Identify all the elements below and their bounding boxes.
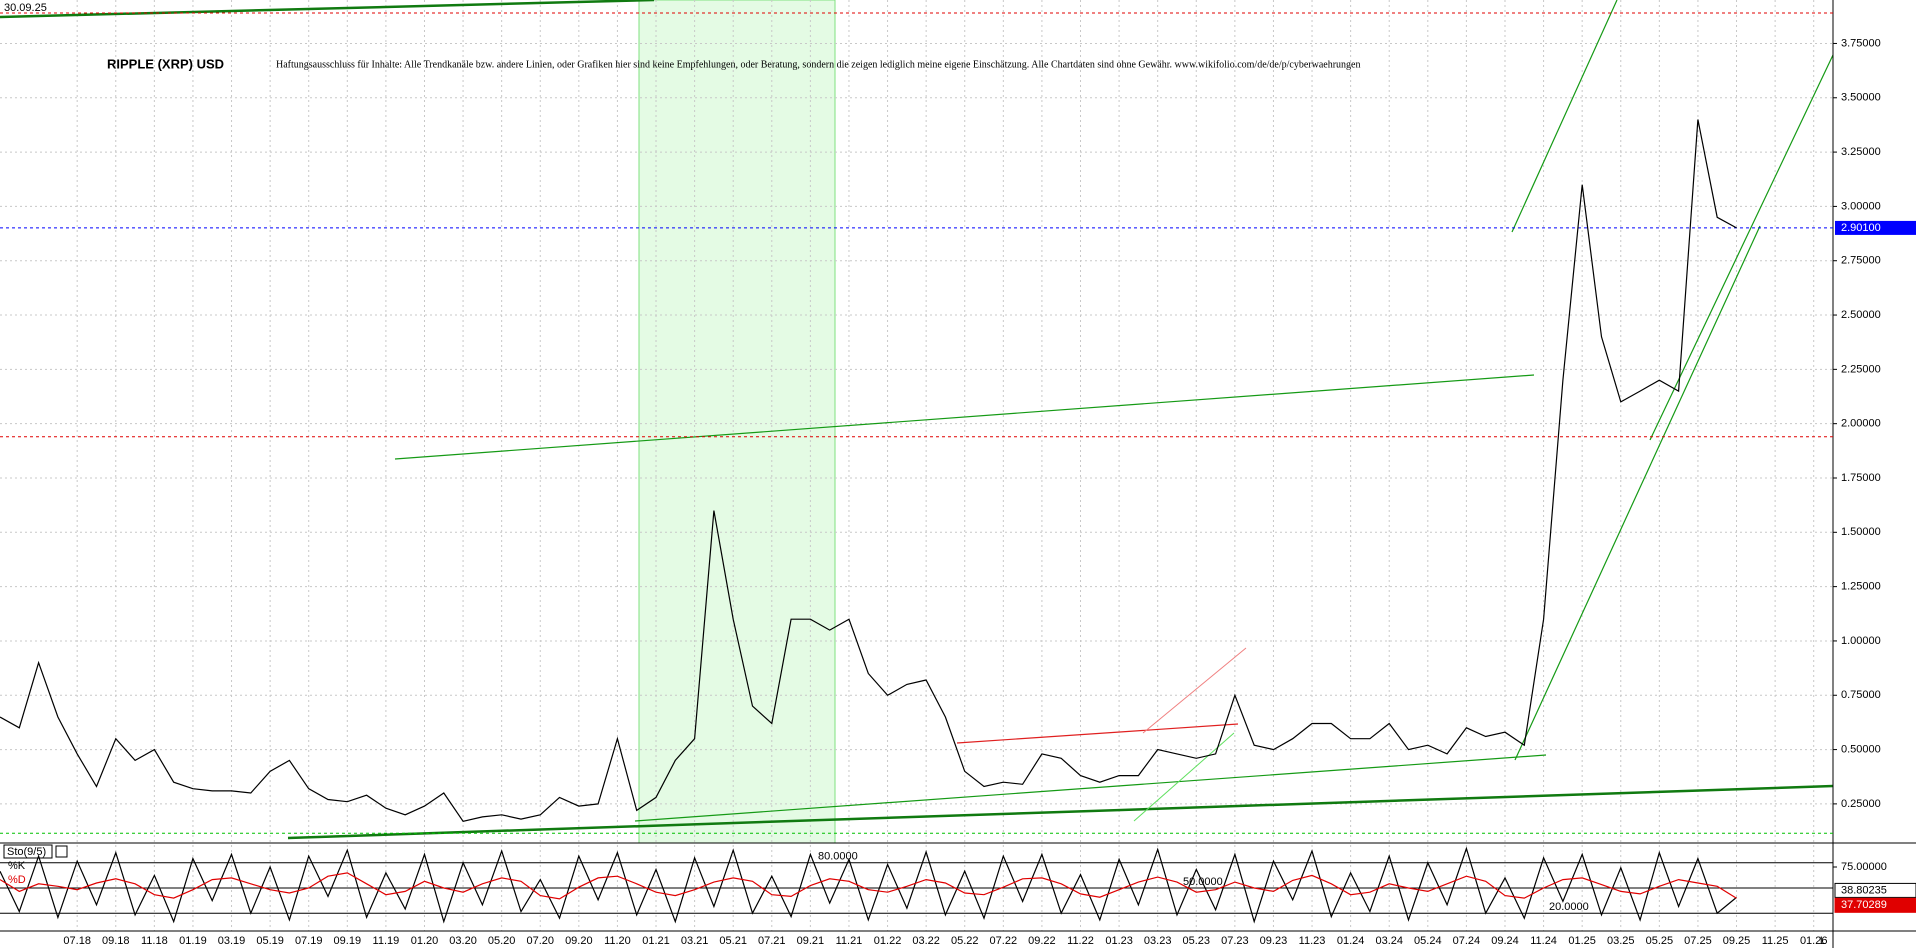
x-tick-label: 03.23	[1144, 935, 1172, 947]
x-tick-label: 11.24	[1530, 935, 1557, 947]
x-tick-label: 09.24	[1491, 935, 1519, 947]
expand-button[interactable]	[55, 845, 68, 858]
series-line	[0, 872, 1737, 900]
x-tick-label: 07.18	[63, 935, 91, 947]
last-value-label: 38.80235	[1841, 884, 1887, 896]
last-value-box	[1834, 897, 1916, 913]
y-tick-label: 2.75000	[1841, 255, 1881, 267]
x-tick-label: 11.20	[604, 935, 631, 947]
x-tick-label: 03.21	[681, 935, 709, 947]
x-tick-label: 03.25	[1607, 935, 1635, 947]
y-tick-label: 1.25000	[1841, 581, 1881, 593]
x-tick-label: 05.24	[1414, 935, 1442, 947]
trendline	[0, 0, 655, 19]
trendline	[956, 723, 1239, 744]
y-tick-label: 3.25000	[1841, 146, 1881, 158]
trendline	[1511, 0, 1618, 233]
x-tick-label: 03.24	[1375, 935, 1403, 947]
y-tick-label: 0.50000	[1841, 743, 1881, 755]
x-tick-label: 09.22	[1028, 935, 1056, 947]
x-tick-label: 09.25	[1723, 935, 1751, 947]
x-tick-label: 01.26	[1800, 935, 1828, 947]
legend-k: %K	[8, 860, 26, 872]
y-tick-label: 3.50000	[1841, 92, 1881, 104]
disclaimer: Haftungsausschluss für Inhalte: Alle Tre…	[276, 59, 1361, 70]
x-tick-label: 05.20	[488, 935, 516, 947]
x-tick-label: 09.23	[1260, 935, 1288, 947]
trendline	[634, 754, 1547, 822]
x-tick-label: 09.18	[102, 935, 130, 947]
chart-title: RIPPLE (XRP) USD	[107, 56, 224, 71]
x-tick-label: 01.23	[1105, 935, 1133, 947]
y-tick-label: 0.75000	[1841, 689, 1881, 701]
y-tick-label: 3.00000	[1841, 200, 1881, 212]
trendline	[1142, 647, 1247, 734]
x-tick-label: 05.22	[951, 935, 979, 947]
x-tick-label: 07.20	[526, 935, 554, 947]
x-tick-label: 07.23	[1221, 935, 1249, 947]
y-tick-label: 2.25000	[1841, 363, 1881, 375]
x-tick-label: 05.21	[719, 935, 747, 947]
price-box	[1835, 220, 1916, 235]
indicator-box	[3, 844, 53, 859]
level-label: 80.0000	[818, 851, 858, 863]
y-tick-label: 75.00000	[1841, 861, 1887, 873]
x-tick-label: 11.22	[1067, 935, 1094, 947]
x-tick-label: 03.19	[218, 935, 246, 947]
trendline	[1514, 225, 1761, 761]
x-tick-label: 01.24	[1337, 935, 1365, 947]
last-value-label: 37.70289	[1841, 899, 1887, 911]
x-tick-label: 01.19	[179, 935, 207, 947]
x-tick-label: 03.20	[449, 935, 477, 947]
y-tick-label: 1.00000	[1841, 635, 1881, 647]
indicator-title: Sto(9/5)	[7, 846, 46, 858]
x-tick-label: 09.19	[334, 935, 362, 947]
x-tick-label: 07.24	[1453, 935, 1481, 947]
x-tick-label: 01.25	[1568, 935, 1596, 947]
y-tick-label: 3.75000	[1841, 37, 1881, 49]
x-tick-label: 07.21	[758, 935, 786, 947]
trendlines	[0, 0, 1834, 840]
trendline	[1649, 54, 1834, 441]
x-tick-label: 01.22	[874, 935, 902, 947]
legend-d: %D	[8, 874, 26, 886]
series-line	[0, 119, 1737, 822]
level-label: 20.0000	[1549, 901, 1589, 913]
x-tick-label: 05.23	[1183, 935, 1211, 947]
x-tick-label: 03.22	[912, 935, 940, 947]
x-tick-label: 05.19	[256, 935, 284, 947]
x-tick-label: 09.20	[565, 935, 593, 947]
x-tick-label: 05.25	[1646, 935, 1674, 947]
x-tick-label: 11.19	[373, 935, 400, 947]
x-tick-label: 01.21	[642, 935, 670, 947]
grid	[0, 0, 1833, 931]
x-tick-label: 11.25	[1762, 935, 1789, 947]
date-label: 30.09.25	[4, 2, 47, 14]
series-line	[0, 846, 1737, 924]
x-tick-label: 11.23	[1299, 935, 1326, 947]
x-tick-label: 07.25	[1684, 935, 1712, 947]
y-tick-label: 1.50000	[1841, 526, 1881, 538]
y-tick-label: 1.75000	[1841, 472, 1881, 484]
price-label: 2.90100	[1841, 222, 1881, 234]
x-tick-label: 11.21	[836, 935, 863, 947]
x-tick-label: 11.18	[141, 935, 168, 947]
x-tick-label: 01.20	[411, 935, 439, 947]
x-tick-label: 07.19	[295, 935, 323, 947]
x-tick-label: 09.21	[797, 935, 825, 947]
trendline	[287, 784, 1834, 840]
x-end-label: L	[1820, 935, 1826, 947]
trendline	[394, 374, 1535, 460]
highlight-zone	[638, 0, 836, 844]
y-tick-label: 2.50000	[1841, 309, 1881, 321]
x-tick-label: 07.22	[990, 935, 1018, 947]
last-value-box	[1834, 882, 1916, 898]
y-tick-label: 2.00000	[1841, 418, 1881, 430]
y-tick-label: 0.25000	[1841, 798, 1881, 810]
